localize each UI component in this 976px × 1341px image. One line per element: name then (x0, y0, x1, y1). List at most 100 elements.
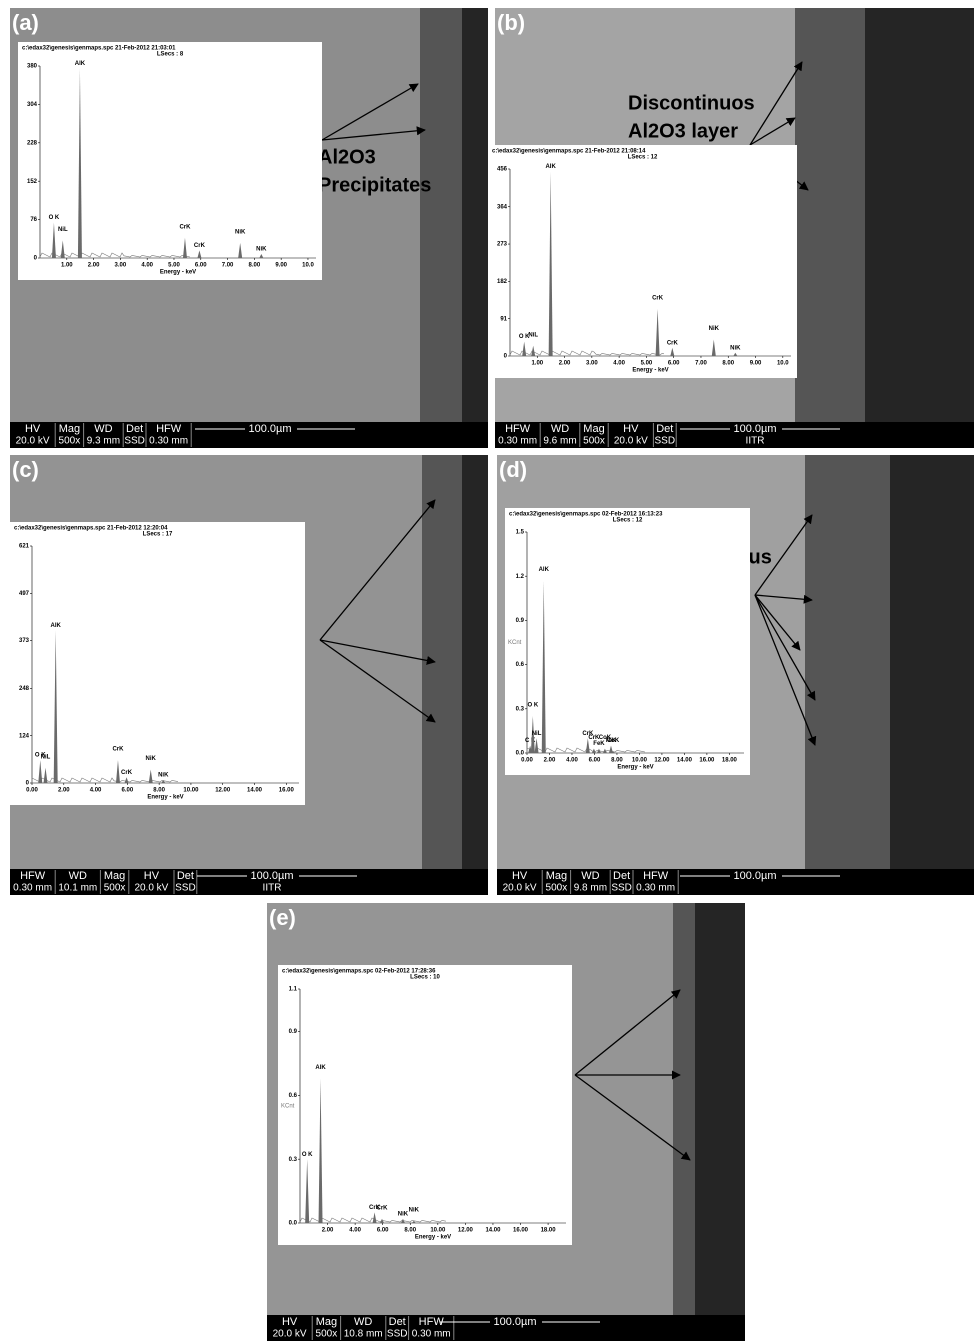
scale-text: 100.0µm (493, 1316, 536, 1328)
x-tick-label: 12.00 (458, 1228, 474, 1234)
y-tick-label: 380 (27, 64, 38, 70)
info-name: WD (551, 423, 569, 435)
peak-label: CrK (112, 747, 124, 753)
x-tick-label: 10.00 (632, 758, 648, 764)
x-tick-label: 10.00 (430, 1228, 446, 1234)
info-value: 9.6 mm (543, 436, 576, 447)
info-name: HV (623, 423, 639, 435)
info-name: HFW (20, 870, 46, 882)
y-tick-label: 1.2 (516, 574, 525, 580)
y-tick-label: 91 (500, 316, 507, 322)
y-tick-label: 182 (497, 279, 508, 285)
x-tick-label: 9.00 (750, 361, 762, 367)
info-name: Mag (583, 423, 604, 435)
x-tick-label: 18.00 (722, 758, 738, 764)
info-name: Det (177, 870, 194, 882)
x-tick-label: 0.00 (521, 758, 533, 764)
peak-label: NiK (158, 773, 169, 779)
panel-label: (d) (499, 457, 527, 482)
x-axis-title: Energy - keV (632, 368, 668, 374)
y-axis-title: KCnt (508, 640, 522, 646)
x-tick-label: 0.00 (26, 788, 38, 794)
y-tick-label: 621 (19, 544, 30, 550)
info-value: 500x (59, 436, 81, 447)
info-value: 20.0 kV (503, 883, 537, 894)
y-tick-label: 76 (30, 217, 37, 223)
spectrum-inset (18, 42, 322, 280)
x-tick-label: 3.00 (586, 361, 598, 367)
x-tick-label: 5.00 (641, 361, 653, 367)
spectrum-header: c:\edax32\genesis\genmaps.spc 21-Feb-201… (492, 149, 646, 155)
info-name: Det (389, 1316, 406, 1328)
panel-label: (e) (269, 905, 296, 930)
peak-label: NiK (709, 326, 720, 332)
info-name: HV (144, 870, 160, 882)
info-value: SSD (175, 883, 196, 894)
spectrum-inset (505, 508, 750, 775)
y-tick-label: 0.3 (516, 706, 525, 712)
y-tick-label: 273 (497, 242, 508, 248)
info-value: 10.8 mm (344, 1329, 383, 1340)
x-tick-label: 6.00 (195, 263, 207, 269)
scale-text: 100.0µm (248, 423, 291, 435)
y-tick-label: 456 (497, 167, 508, 173)
peak-label: CrK (376, 1205, 388, 1211)
x-tick-label: 7.00 (695, 361, 707, 367)
y-tick-label: 0.9 (516, 618, 525, 624)
panel-label: (b) (497, 10, 525, 35)
info-value: 10.1 mm (58, 883, 97, 894)
peak-label: NiK (146, 756, 157, 762)
info-value: 9.8 mm (574, 883, 607, 894)
peak-label: O K (49, 215, 60, 221)
info-value: 500x (583, 436, 605, 447)
y-tick-label: 1.5 (516, 530, 525, 536)
spectrum-header: LSecs : 10 (410, 975, 440, 981)
x-tick-label: 8.00 (611, 758, 623, 764)
substrate-dark (695, 903, 745, 1315)
peak-label: CoK (607, 738, 620, 744)
spectrum-header: LSecs : 12 (628, 155, 658, 161)
x-tick-label: 1.00 (61, 263, 73, 269)
page: {"panels": [ {"label": "(a)", "annotatio… (0, 0, 976, 1341)
scale-text: 100.0µm (250, 870, 293, 882)
peak-label: NiK (409, 1207, 420, 1213)
peak-label: CrK (121, 770, 133, 776)
info-name: Mag (104, 870, 125, 882)
oxide-band (420, 8, 462, 422)
info-value: 0.30 mm (149, 436, 188, 447)
annotation: Discontinuos (628, 92, 755, 114)
info-name: Mag (546, 870, 567, 882)
x-tick-label: 1.00 (531, 361, 543, 367)
y-tick-label: 373 (19, 638, 30, 644)
info-value: 500x (546, 883, 568, 894)
peak-label: NiL (58, 227, 68, 233)
info-value: 0.30 mm (498, 436, 537, 447)
peak-label: C K (525, 738, 536, 744)
oxide-band (673, 903, 695, 1315)
x-tick-label: 6.00 (122, 788, 134, 794)
x-tick-label: 2.00 (544, 758, 556, 764)
panel-label: (a) (12, 10, 39, 35)
x-tick-label: 8.00 (404, 1228, 416, 1234)
info-name: Mag (316, 1316, 337, 1328)
x-axis-title: Energy - keV (160, 270, 196, 276)
info-value: 500x (316, 1329, 338, 1340)
x-tick-label: 7.00 (222, 263, 234, 269)
y-tick-label: 228 (27, 140, 38, 146)
y-tick-label: 124 (19, 733, 30, 739)
peak-label: AlK (75, 61, 86, 67)
x-tick-label: 14.00 (677, 758, 693, 764)
x-tick-label: 4.00 (566, 758, 578, 764)
x-tick-label: 2.00 (58, 788, 70, 794)
info-value: SSD (655, 436, 676, 447)
x-tick-label: 4.00 (349, 1228, 361, 1234)
spectrum-header: c:\edax32\genesis\genmaps.spc 21-Feb-201… (22, 46, 176, 52)
info-value: SSD (387, 1329, 408, 1340)
x-tick-label: 14.00 (485, 1228, 501, 1234)
oxide-band (805, 455, 890, 869)
x-axis-title: Energy - keV (147, 795, 183, 801)
info-value: 0.30 mm (13, 883, 52, 894)
x-axis-title: Energy - keV (617, 765, 653, 771)
y-tick-label: 248 (19, 686, 30, 692)
peak-label: O K (302, 1152, 313, 1158)
